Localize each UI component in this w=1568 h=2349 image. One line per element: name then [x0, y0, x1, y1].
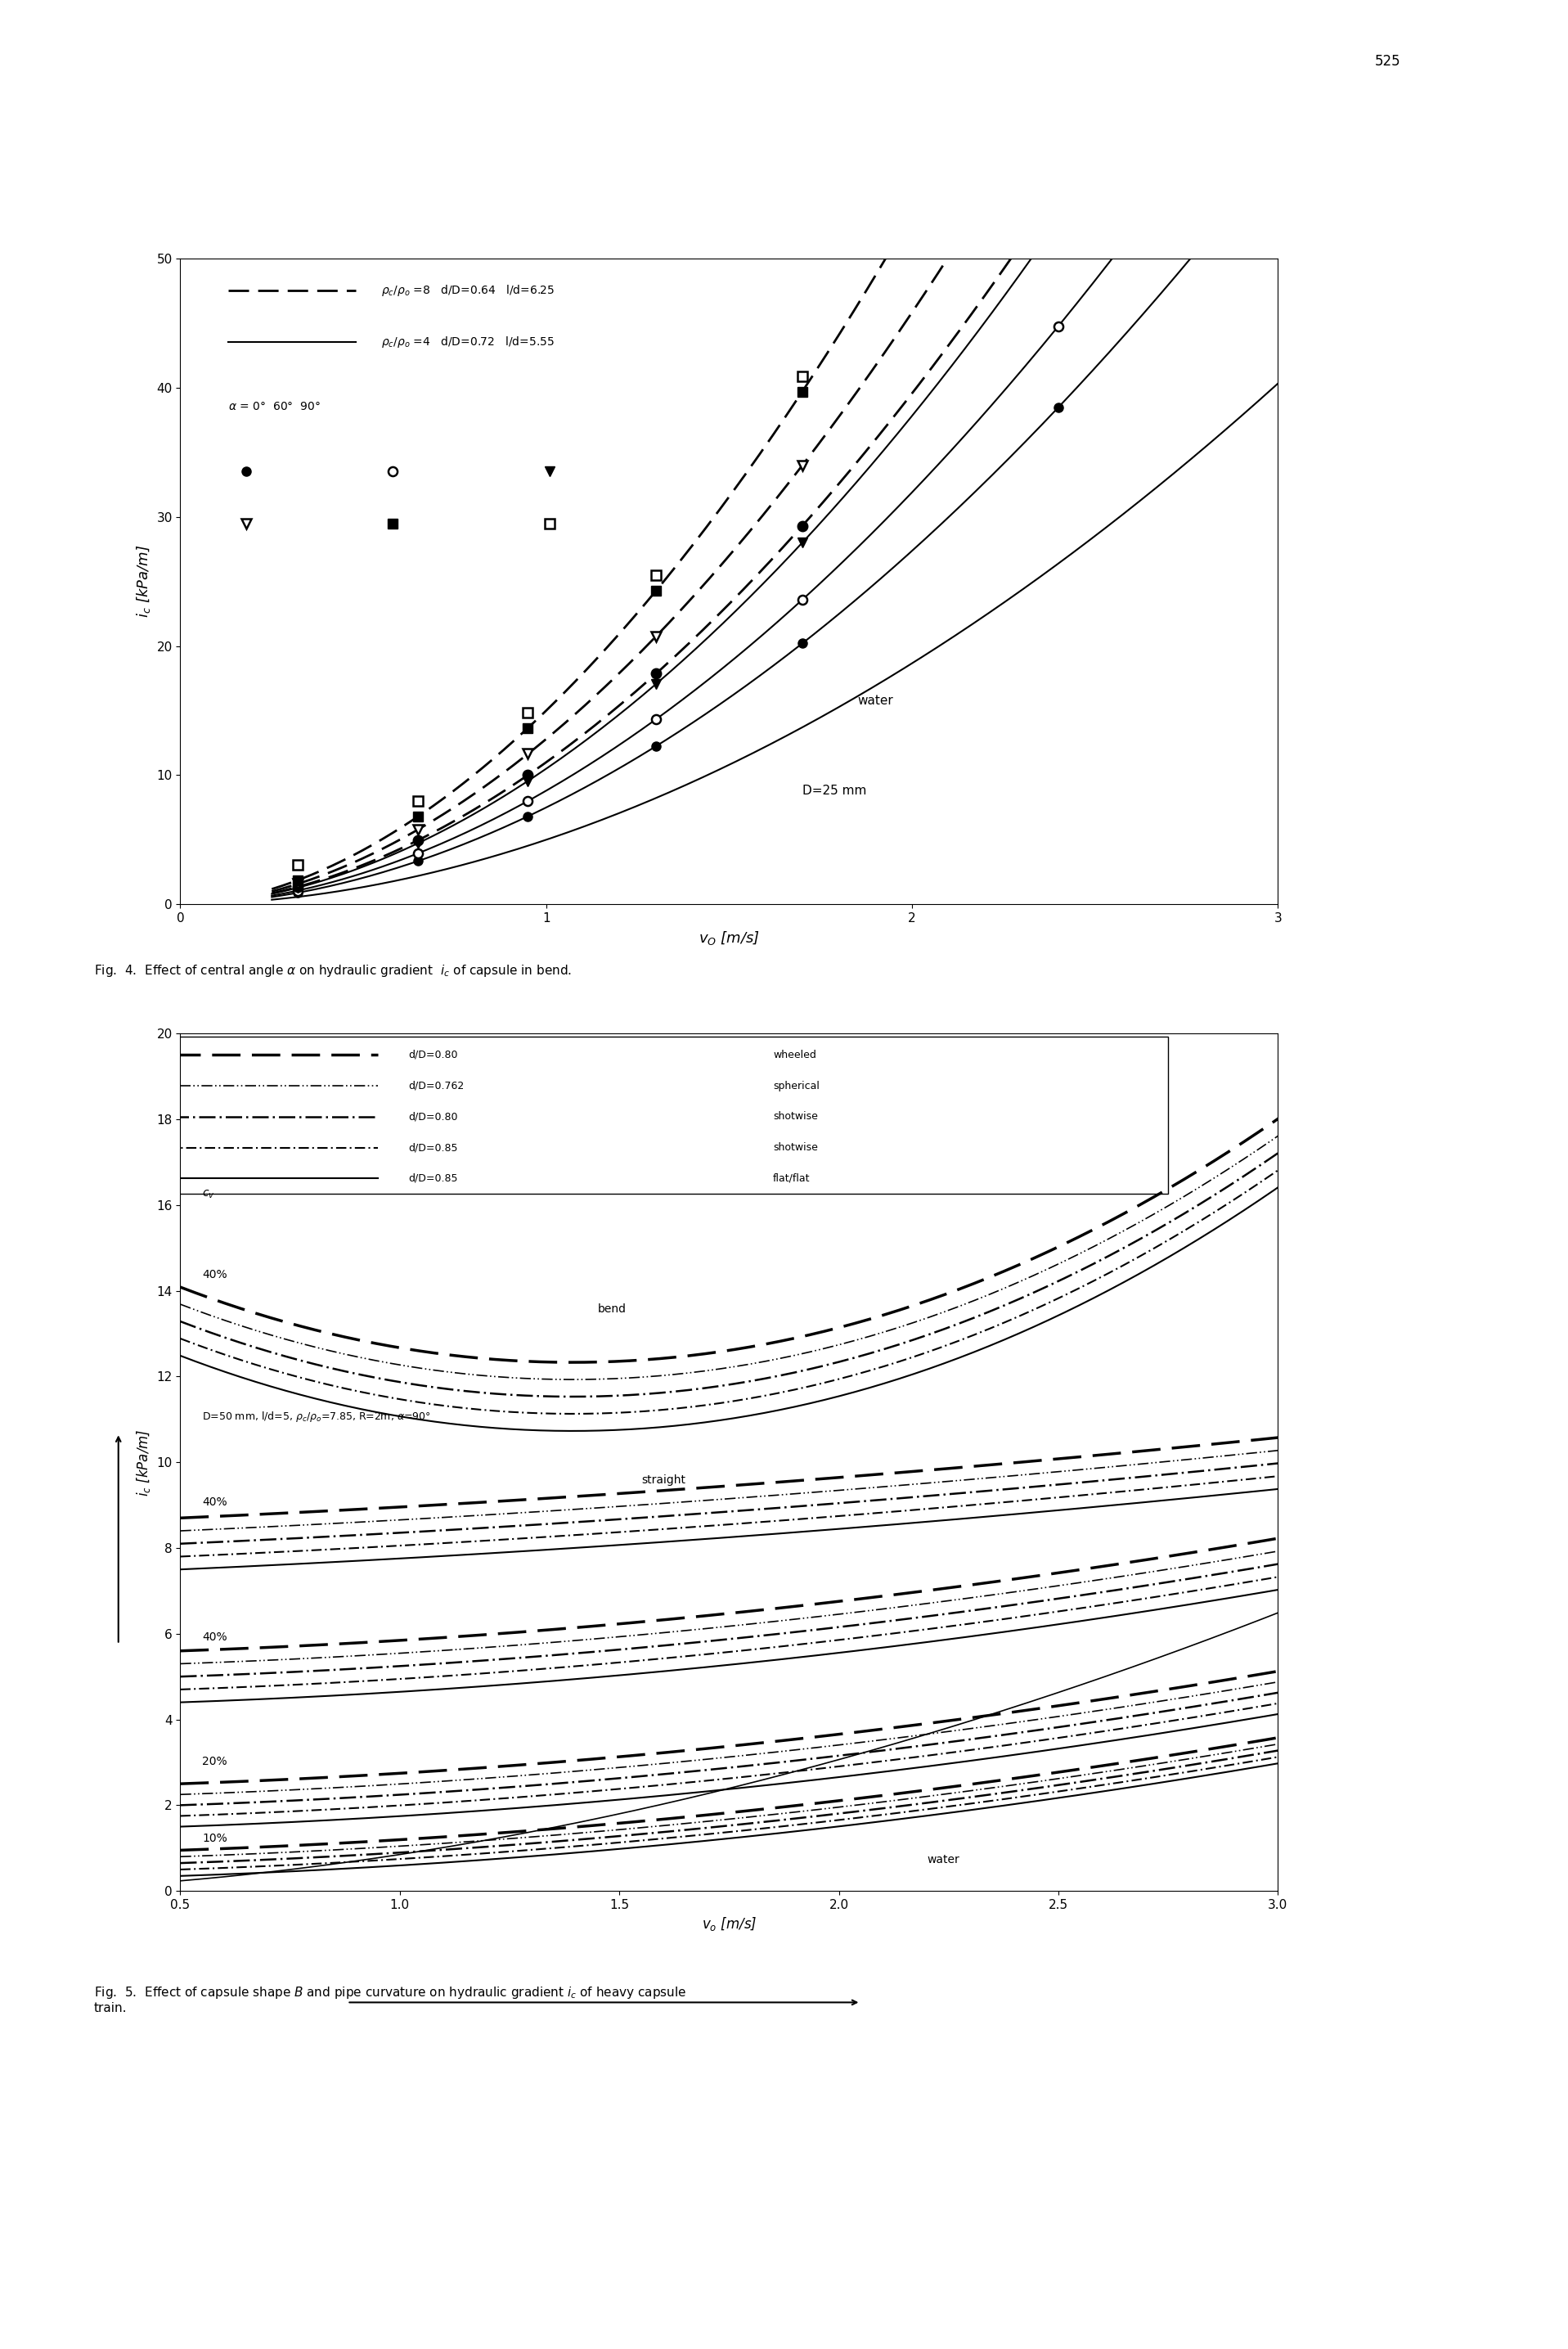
Text: flat/flat: flat/flat: [773, 1172, 811, 1184]
X-axis label: $v_o$ [m/s]: $v_o$ [m/s]: [701, 1917, 757, 1933]
Text: d/D=0.80: d/D=0.80: [409, 1111, 458, 1123]
Text: straight: straight: [641, 1475, 685, 1487]
Text: Fig.  4.  Effect of central angle $\alpha$ on hydraulic gradient  $i_c$ of capsu: Fig. 4. Effect of central angle $\alpha$…: [94, 963, 572, 980]
Text: d/D=0.80: d/D=0.80: [409, 1050, 458, 1059]
Bar: [71, 1036, 1168, 1193]
Text: d/D=0.762: d/D=0.762: [409, 1081, 464, 1092]
Text: $\rho_c/\rho_o$ =8   d/D=0.64   l/d=6.25: $\rho_c/\rho_o$ =8 d/D=0.64 l/d=6.25: [381, 284, 555, 298]
Text: water: water: [858, 695, 892, 707]
Text: d/D=0.85: d/D=0.85: [409, 1172, 458, 1184]
Y-axis label: $i_c$ [kPa/m]: $i_c$ [kPa/m]: [135, 545, 152, 618]
Text: $\alpha$ = 0°  60°  90°: $\alpha$ = 0° 60° 90°: [227, 399, 320, 411]
Text: water: water: [927, 1853, 960, 1865]
Text: 20%: 20%: [202, 1755, 227, 1766]
Text: Fig.  5.  Effect of capsule shape $B$ and pipe curvature on hydraulic gradient $: Fig. 5. Effect of capsule shape $B$ and …: [94, 1985, 687, 2015]
Text: 40%: 40%: [202, 1496, 227, 1508]
Y-axis label: $i_c$ [kPa/m]: $i_c$ [kPa/m]: [135, 1428, 152, 1496]
Text: 525: 525: [1375, 54, 1400, 68]
Text: 10%: 10%: [202, 1832, 227, 1844]
Text: $c_v$: $c_v$: [202, 1189, 215, 1200]
Text: D=25 mm: D=25 mm: [803, 785, 867, 796]
Text: shotwise: shotwise: [773, 1111, 818, 1123]
Text: 40%: 40%: [202, 1268, 227, 1280]
Text: spherical: spherical: [773, 1081, 820, 1092]
Text: d/D=0.85: d/D=0.85: [409, 1142, 458, 1153]
Text: 40%: 40%: [202, 1630, 227, 1642]
Text: wheeled: wheeled: [773, 1050, 817, 1059]
Text: bend: bend: [597, 1304, 626, 1315]
Text: $\rho_c/\rho_o$ =4   d/D=0.72   l/d=5.55: $\rho_c/\rho_o$ =4 d/D=0.72 l/d=5.55: [381, 336, 555, 350]
Text: shotwise: shotwise: [773, 1142, 818, 1153]
Text: D=50 mm, l/d=5, $\rho_c/\rho_o$=7.85, R=2m, $\alpha$=90°: D=50 mm, l/d=5, $\rho_c/\rho_o$=7.85, R=…: [202, 1409, 431, 1423]
X-axis label: $v_O$ [m/s]: $v_O$ [m/s]: [698, 930, 760, 947]
